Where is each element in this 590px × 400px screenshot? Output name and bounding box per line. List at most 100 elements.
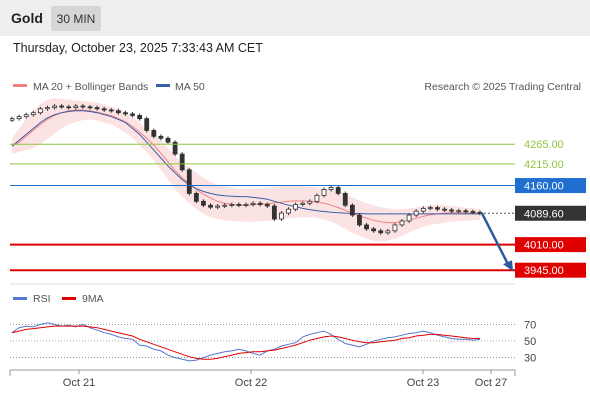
rsi-line <box>11 322 481 362</box>
level-label: 4089.60 <box>524 208 564 220</box>
candle-body <box>193 193 199 202</box>
candle-body <box>201 200 206 206</box>
level-resistance: 4215.00 <box>10 159 564 171</box>
rsi-ma-legend-label: 9MA <box>82 293 104 305</box>
timestamp: Thursday, October 23, 2025 7:33:43 AM CE… <box>13 41 263 55</box>
candle-body <box>456 210 462 213</box>
price-plot-area <box>10 98 483 242</box>
candle-body <box>250 202 256 205</box>
candle-body <box>420 207 426 212</box>
candle-body <box>243 204 249 206</box>
rsi-plot: 70 50 30 <box>10 319 536 365</box>
candle-body <box>179 153 185 171</box>
candle-body <box>52 105 57 108</box>
candle-body <box>45 107 50 110</box>
rsi-tick-label: 50 <box>524 336 536 348</box>
candle-body <box>59 105 65 108</box>
candle-body <box>165 137 171 143</box>
candle-body <box>158 135 164 139</box>
timeframe-button[interactable]: 30 MIN <box>51 6 101 31</box>
x-axis: Oct 21 Oct 22 Oct 23 Oct 27 <box>63 370 507 389</box>
candle-body <box>442 208 447 211</box>
candle-body <box>321 189 327 196</box>
candle-body <box>30 112 36 116</box>
candle-body <box>137 115 143 120</box>
candle-body <box>413 210 419 216</box>
level-support: 4010.00 <box>10 237 586 253</box>
candle-body <box>37 108 43 114</box>
instrument-title: Gold <box>11 10 43 26</box>
candle-body <box>229 204 235 206</box>
level-label: 3945.00 <box>524 265 564 277</box>
bollinger-band <box>12 98 480 242</box>
x-tick-label: Oct 21 <box>63 377 95 389</box>
copyright-text: Research © 2025 Trading Central <box>424 81 581 93</box>
candle-body <box>16 116 22 120</box>
candle-body <box>286 208 291 214</box>
level-label: 4265.00 <box>524 139 564 151</box>
level-label: 4010.00 <box>524 240 564 252</box>
candle-body <box>115 110 121 114</box>
candle-body <box>108 109 114 112</box>
ma50-legend-label: MA 50 <box>175 81 205 93</box>
price-plot: 4265.00 4215.00 4160.00 4089.60 4010.00 3945.… <box>10 98 586 278</box>
candle-body <box>279 212 284 220</box>
x-tick-label: Oct 27 <box>475 377 507 389</box>
candle-body <box>264 204 270 207</box>
level-label-box <box>515 237 586 253</box>
level-support: 3945.00 <box>10 262 586 278</box>
candle-body <box>385 230 391 234</box>
candle-body <box>399 220 405 226</box>
candle-body <box>392 224 398 232</box>
candle-body <box>470 211 476 213</box>
candle-body <box>349 204 355 216</box>
candle-body <box>66 106 72 109</box>
level-label-box <box>515 178 586 194</box>
bollinger-legend-label: MA 20 + Bollinger Bands <box>33 81 148 93</box>
candle-body <box>144 118 150 131</box>
level-resistance: 4265.00 <box>10 139 564 151</box>
candle-body <box>271 205 277 220</box>
candle-body <box>357 214 362 226</box>
candle-body <box>130 113 135 116</box>
candle-body <box>314 194 320 202</box>
candle-body <box>300 202 306 205</box>
candle-body <box>10 118 15 121</box>
rsi-tick-label: 30 <box>524 353 536 365</box>
candle-body <box>328 187 334 190</box>
candles <box>10 104 483 235</box>
rsi-legend-label: RSI <box>33 293 51 305</box>
rsi-tick-label: 70 <box>524 319 536 331</box>
candle-body <box>236 204 242 206</box>
candle-body <box>342 193 348 206</box>
candle-body <box>208 204 213 208</box>
candle-body <box>406 214 412 222</box>
level-label-box <box>515 262 586 278</box>
level-label: 4215.00 <box>524 159 564 171</box>
projection-arrow-line <box>480 212 510 265</box>
candle-body <box>172 141 178 155</box>
rsi-ma-legend-swatch <box>62 297 76 300</box>
candle-body <box>215 205 221 208</box>
candle-body <box>123 112 128 115</box>
candle-body <box>435 207 440 210</box>
ma50-line <box>11 110 480 215</box>
projection-arrow-head <box>503 260 513 272</box>
candle-body <box>94 107 100 110</box>
rsi-ma-line <box>11 325 480 360</box>
candle-body <box>87 106 93 109</box>
level-label-box <box>515 205 586 221</box>
candle-body <box>186 169 192 194</box>
rsi-plot-area <box>11 322 481 362</box>
candle-body <box>151 130 157 137</box>
candle-body <box>335 187 341 194</box>
x-tick-label: Oct 22 <box>235 377 267 389</box>
level-current: 4089.60 <box>480 205 586 221</box>
x-tick-label: Oct 23 <box>407 377 439 389</box>
candle-body <box>364 224 369 230</box>
bollinger-legend-swatch <box>13 84 27 87</box>
candle-body <box>257 202 263 205</box>
candle-body <box>378 230 384 234</box>
candle-body <box>80 105 86 108</box>
candle-body <box>23 114 29 118</box>
